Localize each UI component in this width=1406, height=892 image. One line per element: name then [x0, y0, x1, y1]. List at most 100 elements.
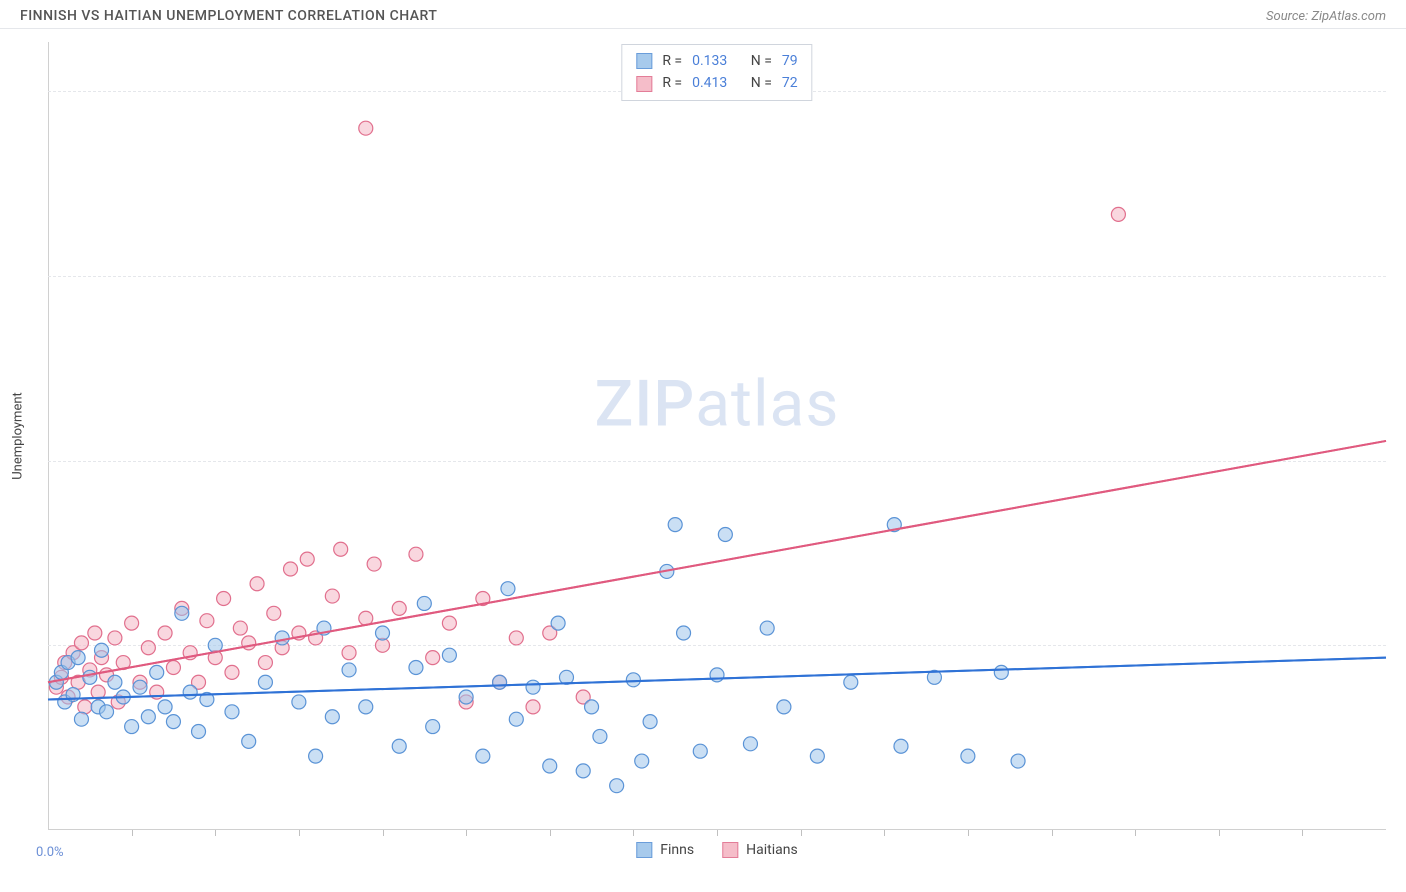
finns-point [810, 749, 824, 763]
legend-item-haitians: Haitians [722, 842, 798, 858]
finns-point [183, 685, 197, 699]
finns-point [150, 665, 164, 679]
haitians-point [334, 542, 348, 556]
haitians-trendline [48, 441, 1386, 682]
finns-point [342, 663, 356, 677]
chart-title: FINNISH VS HAITIAN UNEMPLOYMENT CORRELAT… [20, 8, 437, 24]
y-axis-label: Unemployment [11, 392, 26, 480]
finns-swatch-icon [636, 842, 652, 858]
source-attribution: Source: ZipAtlas.com [1266, 9, 1386, 24]
finns-point [994, 665, 1008, 679]
haitians-swatch-icon [722, 842, 738, 858]
finns-point [509, 712, 523, 726]
finns-point [417, 596, 431, 610]
finns-point [593, 729, 607, 743]
finns-point [175, 606, 189, 620]
finns-point [133, 680, 147, 694]
haitians-swatch-icon [636, 76, 652, 92]
chart-area: Unemployment ZIPatlas 7.5%15.0%22.5%30.0… [48, 42, 1386, 830]
haitians-point [108, 631, 122, 645]
x-tick [717, 830, 718, 836]
x-tick [633, 830, 634, 836]
finns-point [1011, 754, 1025, 768]
finns-point [635, 754, 649, 768]
finns-point [141, 710, 155, 724]
x-tick [884, 830, 885, 836]
finns-point [493, 675, 507, 689]
finns-point [108, 675, 122, 689]
finns-point [693, 744, 707, 758]
series-legend: Finns Haitians [636, 842, 797, 858]
haitians-point [300, 552, 314, 566]
haitians-point [250, 577, 264, 591]
x-tick [1052, 830, 1053, 836]
x-tick [1135, 830, 1136, 836]
x-tick [383, 830, 384, 836]
finns-point [83, 670, 97, 684]
finns-point [376, 626, 390, 640]
finns-point [585, 700, 599, 714]
finns-point [426, 720, 440, 734]
haitians-point [258, 656, 272, 670]
finns-point [125, 720, 139, 734]
finns-point [309, 749, 323, 763]
x-tick [466, 830, 467, 836]
finns-point [74, 712, 88, 726]
finns-point [610, 779, 624, 793]
finns-n-value: 79 [782, 50, 798, 72]
haitians-point [158, 626, 172, 640]
finns-point [95, 643, 109, 657]
haitians-point [442, 616, 456, 630]
source-prefix: Source: [1266, 9, 1311, 24]
finns-point [192, 725, 206, 739]
finns-point [242, 734, 256, 748]
finns-point [626, 673, 640, 687]
haitians-point [392, 601, 406, 615]
x-tick [968, 830, 969, 836]
finns-point [166, 715, 180, 729]
finns-swatch-icon [636, 53, 652, 69]
finns-point [158, 700, 172, 714]
finns-point [292, 695, 306, 709]
legend-row-finns: R = 0.133 N = 79 [636, 50, 797, 72]
finns-point [543, 759, 557, 773]
x-tick [550, 830, 551, 836]
haitians-point [217, 592, 231, 606]
finns-point [718, 528, 732, 542]
finns-point [392, 739, 406, 753]
x-tick [801, 830, 802, 836]
haitians-point [526, 700, 540, 714]
haitians-point [367, 557, 381, 571]
haitians-point [200, 614, 214, 628]
haitians-point [426, 651, 440, 665]
finns-point [576, 764, 590, 778]
haitians-label: Haitians [746, 842, 798, 858]
finns-point [526, 680, 540, 694]
finns-point [760, 621, 774, 635]
haitians-point [1111, 207, 1125, 221]
finns-point [710, 668, 724, 682]
finns-point [442, 648, 456, 662]
r-label: R = [662, 50, 682, 72]
finns-r-value: 0.133 [692, 50, 727, 72]
finns-point [677, 626, 691, 640]
x-tick [215, 830, 216, 836]
haitians-point [267, 606, 281, 620]
haitians-point [409, 547, 423, 561]
finns-point [258, 675, 272, 689]
finns-point [844, 675, 858, 689]
finns-point [501, 582, 515, 596]
finns-point [476, 749, 490, 763]
haitians-point [141, 641, 155, 655]
haitians-point [74, 636, 88, 650]
x-tick [1302, 830, 1303, 836]
x-tick [132, 830, 133, 836]
r-label: R = [662, 72, 682, 94]
finns-point [777, 700, 791, 714]
haitians-n-value: 72 [782, 72, 798, 94]
haitians-r-value: 0.413 [692, 72, 727, 94]
n-label: N = [751, 50, 772, 72]
finns-point [100, 705, 114, 719]
scatter-plot [48, 42, 1386, 830]
haitians-point [225, 665, 239, 679]
